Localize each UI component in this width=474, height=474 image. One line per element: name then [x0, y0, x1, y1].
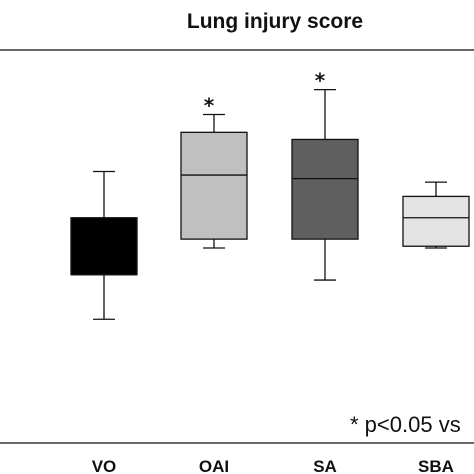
category-label-sa: SA — [313, 457, 337, 474]
box-vo — [70, 217, 138, 276]
box-sba — [402, 195, 470, 247]
box-oai — [180, 131, 248, 240]
significance-note: * p<0.05 vs — [350, 412, 461, 437]
box-sa — [291, 138, 359, 240]
chart-title: Lung injury score — [187, 10, 363, 33]
significance-star-oai: * — [204, 94, 215, 118]
category-label-oai: OAI — [199, 457, 229, 474]
significance-star-sa: * — [315, 69, 326, 93]
category-label-sba: SBA — [418, 457, 454, 474]
boxes-layer: VO * OAI * SA SBA — [70, 69, 470, 474]
category-label-vo: VO — [92, 457, 117, 474]
